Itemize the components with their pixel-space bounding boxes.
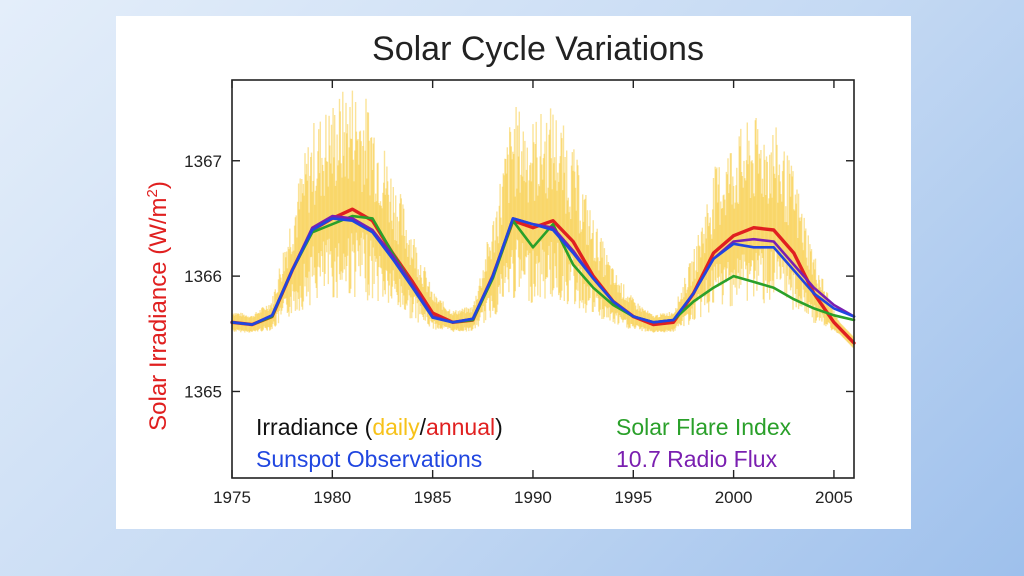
sunspot-series-line [230, 217, 856, 326]
x-tick-label: 1990 [514, 488, 552, 507]
legend: Irradiance (daily/annual) Sunspot Observ… [256, 414, 792, 472]
solar-cycle-chart: Solar Cycle Variations Solar Irradiance … [144, 30, 856, 507]
y-tick-label: 1367 [184, 152, 222, 171]
y-tick-label: 1366 [184, 267, 222, 286]
x-tick-label: 1975 [213, 488, 251, 507]
flare-series-line [230, 214, 856, 326]
y-axis-label: Solar Irradiance (W/m2) [144, 181, 172, 431]
legend-sunspot: Sunspot Observations [256, 446, 482, 472]
x-tick-label: 2005 [815, 488, 853, 507]
legend-flare: Solar Flare Index [616, 414, 792, 440]
chart-card: Solar Cycle Variations Solar Irradiance … [116, 16, 911, 529]
x-tick-label: 1980 [313, 488, 351, 507]
plot-frame [231, 79, 855, 479]
y-axis: 1365 1366 1367 [184, 152, 854, 401]
chart-title: Solar Cycle Variations [372, 30, 704, 68]
x-tick-label: 2000 [715, 488, 753, 507]
series-lines [230, 207, 856, 345]
x-axis: 1975 1980 1985 1990 1995 2000 2005 [213, 80, 853, 507]
x-tick-label: 1985 [414, 488, 452, 507]
daily-irradiance-band [231, 90, 855, 349]
x-tick-label: 1995 [614, 488, 652, 507]
legend-radio: 10.7 Radio Flux [616, 446, 778, 472]
legend-irradiance: Irradiance (daily/annual) [256, 414, 503, 440]
y-tick-label: 1365 [184, 382, 222, 401]
